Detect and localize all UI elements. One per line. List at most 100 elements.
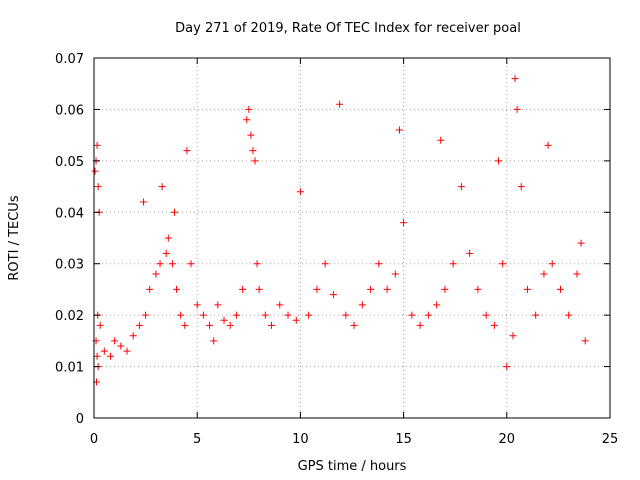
data-point: [226, 321, 234, 329]
y-axis-label: ROTI / TECUs: [7, 195, 22, 280]
data-point: [162, 249, 170, 257]
x-tick-label: 15: [395, 432, 412, 447]
data-point: [313, 285, 321, 293]
data-point: [556, 285, 564, 293]
data-point: [437, 136, 445, 144]
data-point: [517, 183, 525, 191]
data-point: [94, 183, 102, 191]
data-point: [350, 321, 358, 329]
data-point: [513, 105, 521, 113]
data-point: [107, 352, 115, 360]
data-point: [156, 260, 164, 268]
data-point: [548, 260, 556, 268]
data-point: [284, 311, 292, 319]
data-point: [424, 311, 432, 319]
data-point: [220, 316, 228, 324]
data-point: [111, 337, 119, 345]
data-point: [210, 337, 218, 345]
data-point: [400, 219, 408, 227]
x-tick-label: 25: [602, 432, 619, 447]
data-point: [532, 311, 540, 319]
y-tick-label: 0.05: [55, 155, 84, 170]
data-point: [321, 260, 329, 268]
data-point: [503, 363, 511, 371]
x-axis-label: GPS time / hours: [298, 459, 407, 474]
data-point: [164, 234, 172, 242]
data-point: [342, 311, 350, 319]
data-point: [499, 260, 507, 268]
data-point: [206, 321, 214, 329]
data-point: [391, 270, 399, 278]
data-point: [199, 311, 207, 319]
data-point: [268, 321, 276, 329]
data-point: [416, 321, 424, 329]
data-point: [187, 260, 195, 268]
data-point: [181, 321, 189, 329]
data-point: [573, 270, 581, 278]
data-point: [383, 285, 391, 293]
data-point: [91, 167, 99, 175]
grid-lines: [94, 58, 610, 418]
data-point: [466, 249, 474, 257]
data-point: [358, 301, 366, 309]
data-point: [193, 301, 201, 309]
data-point: [142, 311, 150, 319]
data-point: [482, 311, 490, 319]
data-point: [441, 285, 449, 293]
data-point: [540, 270, 548, 278]
data-point: [495, 157, 503, 165]
y-tick-label: 0: [76, 412, 84, 427]
data-point: [490, 321, 498, 329]
data-point: [249, 147, 257, 155]
data-point: [577, 239, 585, 247]
data-point: [146, 285, 154, 293]
data-point: [177, 311, 185, 319]
y-tick-label: 0.01: [55, 361, 84, 376]
data-point: [581, 337, 589, 345]
data-point: [214, 301, 222, 309]
x-tick-label: 5: [193, 432, 201, 447]
data-point: [544, 141, 552, 149]
data-point: [433, 301, 441, 309]
data-point: [449, 260, 457, 268]
data-point: [232, 311, 240, 319]
data-point: [158, 183, 166, 191]
x-tick-label: 20: [499, 432, 516, 447]
data-point: [276, 301, 284, 309]
data-point: [243, 116, 251, 124]
x-tick-label: 10: [292, 432, 309, 447]
plot-frame: [93, 57, 611, 419]
data-points: [91, 75, 589, 386]
data-point: [509, 332, 517, 340]
data-point: [511, 75, 519, 83]
data-point: [247, 131, 255, 139]
data-point: [170, 208, 178, 216]
data-point: [117, 342, 125, 350]
data-point: [255, 285, 263, 293]
data-point: [367, 285, 375, 293]
y-tick-label: 0.04: [55, 206, 84, 221]
y-tick-label: 0.07: [55, 52, 84, 67]
data-point: [135, 321, 143, 329]
data-point: [239, 285, 247, 293]
y-tick-label: 0.06: [55, 103, 84, 118]
data-point: [140, 198, 148, 206]
x-axis-ticks: 0 5 10 15 20 25: [90, 58, 618, 447]
data-point: [457, 183, 465, 191]
data-point: [474, 285, 482, 293]
data-point: [96, 321, 104, 329]
data-point: [245, 105, 253, 113]
data-point: [375, 260, 383, 268]
data-point: [395, 126, 403, 134]
data-point: [93, 352, 101, 360]
data-point: [183, 147, 191, 155]
data-point: [565, 311, 573, 319]
data-point: [251, 157, 259, 165]
data-point: [129, 332, 137, 340]
y-tick-label: 0.02: [55, 309, 84, 324]
data-point: [329, 291, 337, 299]
data-point: [152, 270, 160, 278]
data-point: [305, 311, 313, 319]
data-point: [100, 347, 108, 355]
